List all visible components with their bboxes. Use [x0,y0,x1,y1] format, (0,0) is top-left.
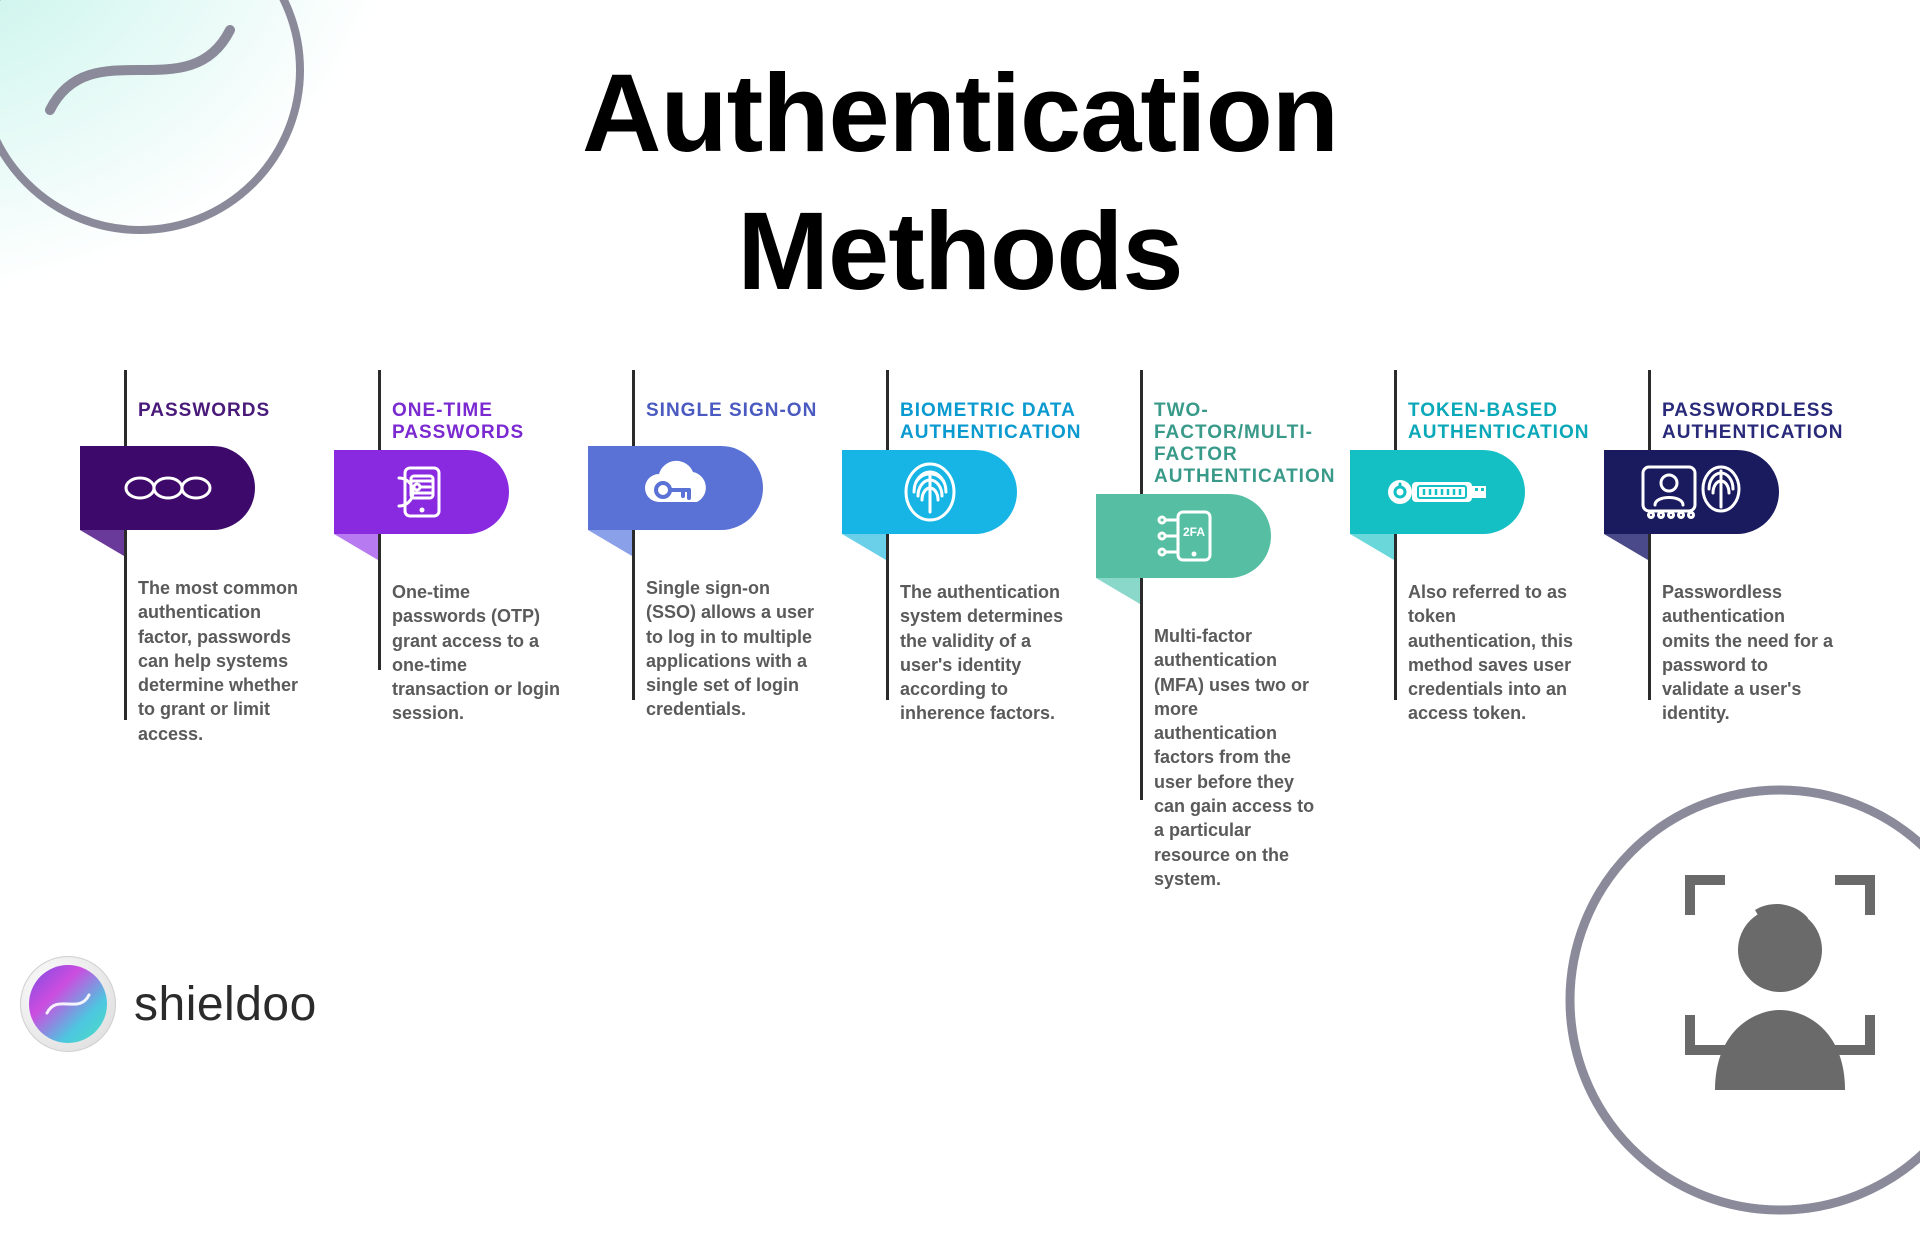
cloud-key-icon [588,446,763,530]
card-divider [1394,370,1397,700]
card-label: PASSWORDLESS AUTHENTICATION [1662,370,1840,444]
auth-method-card: BIOMETRIC DATA AUTHENTICATION The authen… [842,370,1078,891]
card-fold [1096,578,1140,604]
card-label: BIOMETRIC DATA AUTHENTICATION [900,370,1078,444]
card-divider [886,370,889,700]
svg-text:2FA: 2FA [1182,525,1204,539]
fingerprint-icon [842,450,1017,534]
card-badge [80,446,316,530]
card-description: Single sign-on (SSO) allows a user to lo… [646,576,824,722]
card-badge [1350,450,1586,534]
card-description: Passwordless authentication omits the ne… [1662,580,1840,726]
card-fold [842,534,886,560]
card-description: One-time passwords (OTP) grant access to… [392,580,570,726]
brand: shieldoo [20,956,317,1052]
card-description: Multi-factor authentication (MFA) uses t… [1154,624,1332,891]
card-label: ONE-TIME PASSWORDS [392,370,570,444]
card-divider [632,370,635,700]
auth-method-card: ONE-TIME PASSWORDS One-time passwords (O… [334,370,570,891]
card-fold [1350,534,1394,560]
auth-method-card: PASSWORDLESS AUTHENTICATION [1604,370,1840,891]
card-divider [1140,370,1143,800]
card-description: The authentication system determines the… [900,580,1078,726]
card-fold [334,534,378,560]
card-badge [588,446,824,530]
title-line1: Authentication [582,52,1338,175]
brand-logo-icon [20,956,116,1052]
card-fold [1604,534,1648,560]
title-line2: Methods [737,190,1182,313]
card-badge: 2FA [1096,494,1332,578]
card-badge [1604,450,1840,534]
card-label: SINGLE SIGN-ON [646,370,824,440]
card-badge [842,450,1078,534]
card-fold [80,530,124,556]
cards-row: PASSWORDS The most common authentication… [80,370,1840,891]
card-description: Also referred to as token authentication… [1408,580,1586,726]
otp-phone-icon [334,450,509,534]
card-label: PASSWORDS [138,370,316,440]
card-label: TOKEN-BASED AUTHENTICATION [1408,370,1586,444]
page-title: Authentication Methods [0,45,1920,320]
auth-method-card: TWO-FACTOR/MULTI-FACTOR AUTHENTICATION 2… [1096,370,1332,891]
auth-method-card: TOKEN-BASED AUTHENTICATION Also [1350,370,1586,891]
card-label: TWO-FACTOR/MULTI-FACTOR AUTHENTICATION [1154,370,1332,488]
brand-name: shieldoo [134,977,317,1032]
card-description: The most common authentication factor, p… [138,576,316,746]
card-divider [1648,370,1651,700]
mfa-phone-icon: 2FA [1096,494,1271,578]
card-fold [588,530,632,556]
auth-method-card: SINGLE SIGN-ON Single sign-on (SSO) allo… [588,370,824,891]
link-chain-icon [80,446,255,530]
card-divider [124,370,127,720]
usb-key-icon [1350,450,1525,534]
id-fingerprint-icon [1604,450,1779,534]
card-badge [334,450,570,534]
auth-method-card: PASSWORDS The most common authentication… [80,370,316,891]
